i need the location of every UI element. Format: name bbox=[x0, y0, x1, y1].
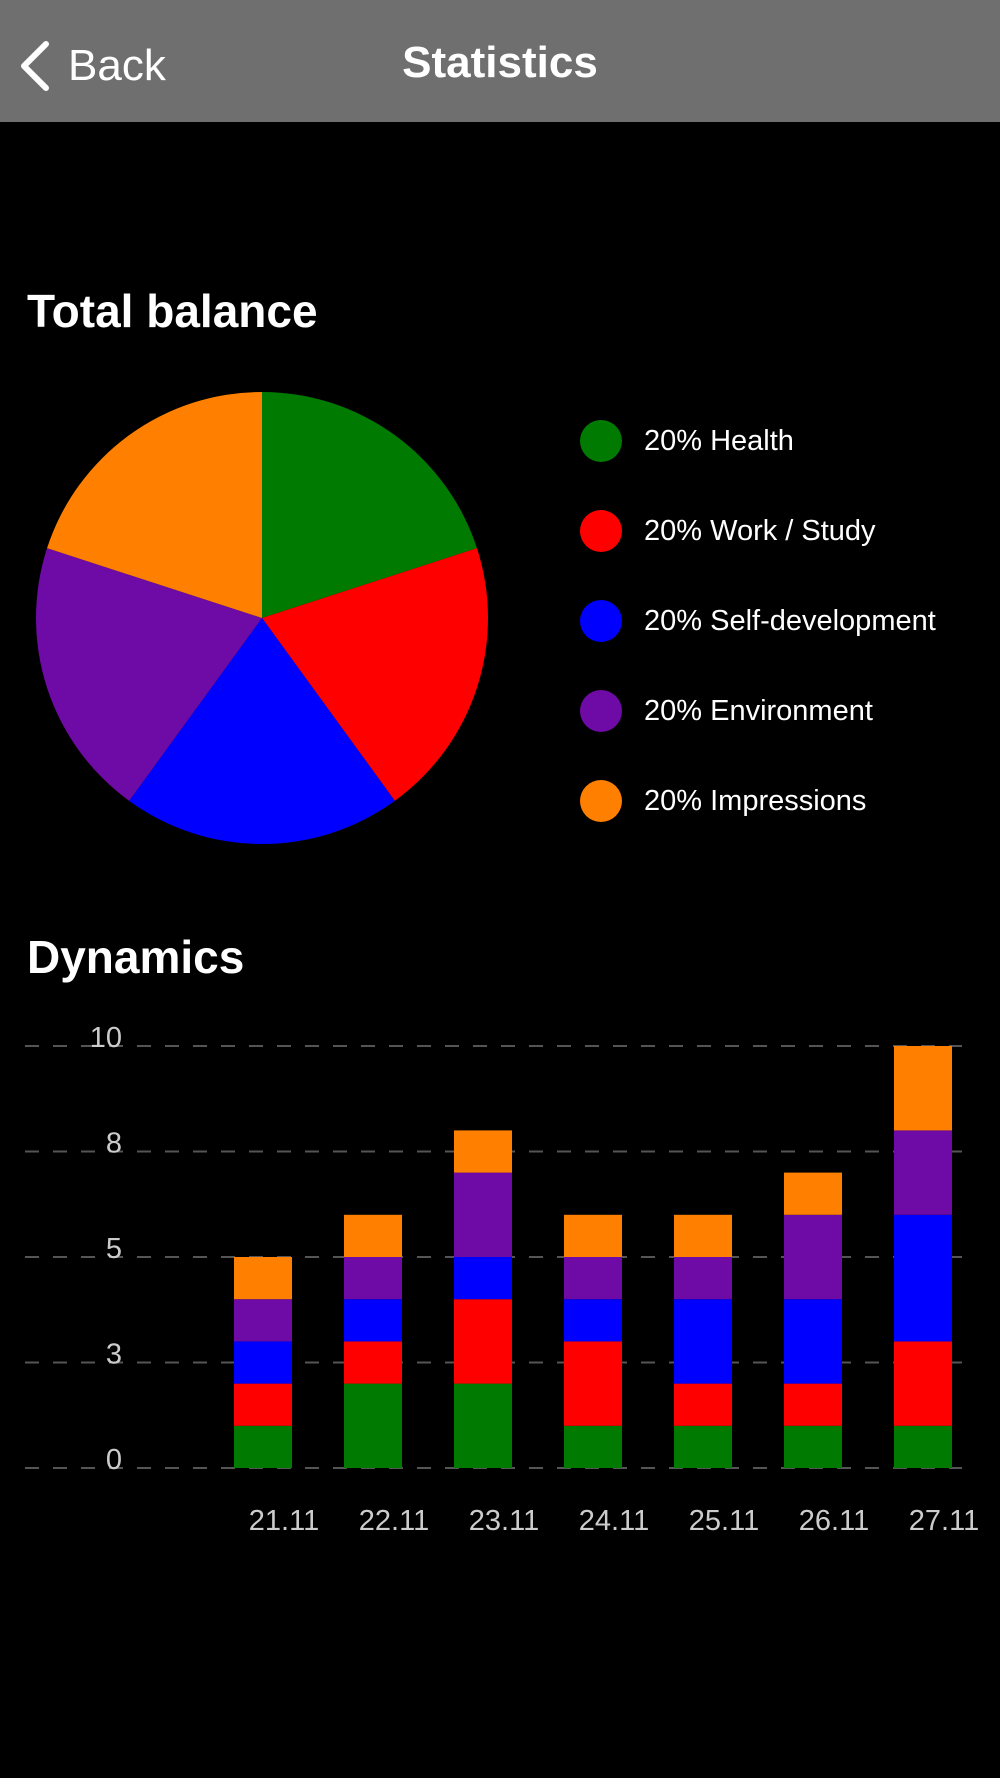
legend-item-impressions: 20% Impressions bbox=[580, 780, 866, 822]
bar-segment-impressions bbox=[454, 1130, 512, 1173]
legend-dot bbox=[580, 780, 622, 822]
x-tick-label: 24.11 bbox=[579, 1505, 649, 1537]
legend-label: 20% Self-development bbox=[644, 604, 936, 637]
bar-segment-work-study bbox=[454, 1299, 512, 1384]
total-balance-title: Total balance bbox=[27, 285, 318, 337]
bar-segment-environment bbox=[784, 1214, 842, 1300]
bar-segment-health bbox=[344, 1383, 402, 1468]
x-tick-label: 22.11 bbox=[359, 1505, 429, 1537]
bar-segment-self-development bbox=[234, 1341, 292, 1384]
pie-slice-self-development bbox=[129, 618, 395, 844]
bar-segment-work-study bbox=[674, 1383, 732, 1426]
bar-segment-impressions bbox=[234, 1257, 292, 1300]
bar-segment-health bbox=[674, 1425, 732, 1468]
legend-item-health: 20% Health bbox=[580, 420, 794, 462]
bar-segment-self-development bbox=[784, 1299, 842, 1384]
bar-segment-health bbox=[564, 1425, 622, 1468]
bar-segment-work-study bbox=[234, 1383, 292, 1426]
bar-segment-work-study bbox=[784, 1383, 842, 1426]
pie-slice-environment bbox=[35, 548, 262, 801]
x-tick-label: 23.11 bbox=[469, 1505, 539, 1537]
bar-segment-self-development bbox=[674, 1299, 732, 1384]
y-tick-label: 0 bbox=[106, 1444, 122, 1476]
y-tick-label: 3 bbox=[106, 1339, 122, 1371]
legend-dot bbox=[580, 420, 622, 462]
legend-item-work-study: 20% Work / Study bbox=[580, 510, 876, 552]
stacked-bar-chart: 0 3 5 8 10 21.11 22.11 23.11 24.11 25.11 26.11 27.1… bbox=[25, 1022, 979, 1537]
legend-dot bbox=[580, 690, 622, 732]
bar-segment-health bbox=[784, 1425, 842, 1468]
pie-slice-work-study bbox=[262, 548, 489, 801]
legend-label: 20% Work / Study bbox=[644, 514, 876, 547]
y-tick-label: 10 bbox=[90, 1022, 122, 1054]
x-tick-label: 26.11 bbox=[799, 1505, 869, 1537]
bar-segment-impressions bbox=[784, 1172, 842, 1215]
bar-segment-self-development bbox=[894, 1214, 952, 1342]
bar-segment-impressions bbox=[564, 1214, 622, 1257]
bar-segment-environment bbox=[234, 1299, 292, 1342]
legend-item-environment: 20% Environment bbox=[580, 690, 873, 732]
page-title: Statistics bbox=[402, 38, 598, 87]
bar-segment-environment bbox=[894, 1130, 952, 1215]
legend-item-self-development: 20% Self-development bbox=[580, 600, 936, 642]
chevron-left-icon bbox=[21, 41, 49, 91]
bar-segment-environment bbox=[454, 1172, 512, 1257]
legend-dot bbox=[580, 510, 622, 552]
bar-segment-environment bbox=[344, 1257, 402, 1300]
pie-slice-health bbox=[262, 392, 477, 618]
pie-slice-impressions bbox=[47, 392, 263, 618]
x-tick-label: 21.11 bbox=[249, 1505, 319, 1537]
bar-segment-self-development bbox=[344, 1299, 402, 1342]
bar-segment-impressions bbox=[674, 1214, 732, 1257]
bar-segment-environment bbox=[674, 1257, 732, 1300]
bar-segment-impressions bbox=[344, 1214, 402, 1257]
dynamics-title: Dynamics bbox=[27, 931, 245, 983]
legend-label: 20% Health bbox=[644, 424, 794, 457]
bar-segment-impressions bbox=[894, 1046, 952, 1131]
bar-segment-work-study bbox=[894, 1341, 952, 1426]
x-tick-label: 27.11 bbox=[909, 1505, 979, 1537]
bar-segment-work-study bbox=[344, 1341, 402, 1384]
bar-segment-self-development bbox=[564, 1299, 622, 1342]
bar-segment-environment bbox=[564, 1257, 622, 1300]
legend-label: 20% Impressions bbox=[644, 784, 867, 817]
bar-segment-health bbox=[454, 1383, 512, 1468]
back-button[interactable]: Back bbox=[18, 36, 166, 96]
legend-dot bbox=[580, 600, 622, 642]
bar-segment-health bbox=[234, 1425, 292, 1468]
y-tick-label: 8 bbox=[106, 1128, 122, 1160]
y-tick-label: 5 bbox=[106, 1233, 122, 1265]
bar-segment-health bbox=[894, 1425, 952, 1468]
legend-label: 20% Environment bbox=[644, 694, 873, 727]
pie-chart bbox=[35, 392, 489, 844]
x-tick-label: 25.11 bbox=[689, 1505, 759, 1537]
bar-segment-work-study bbox=[564, 1341, 622, 1426]
navigation-bar: Back Statistics bbox=[0, 0, 1000, 122]
bar-segment-self-development bbox=[454, 1257, 512, 1300]
back-label: Back bbox=[68, 41, 166, 90]
